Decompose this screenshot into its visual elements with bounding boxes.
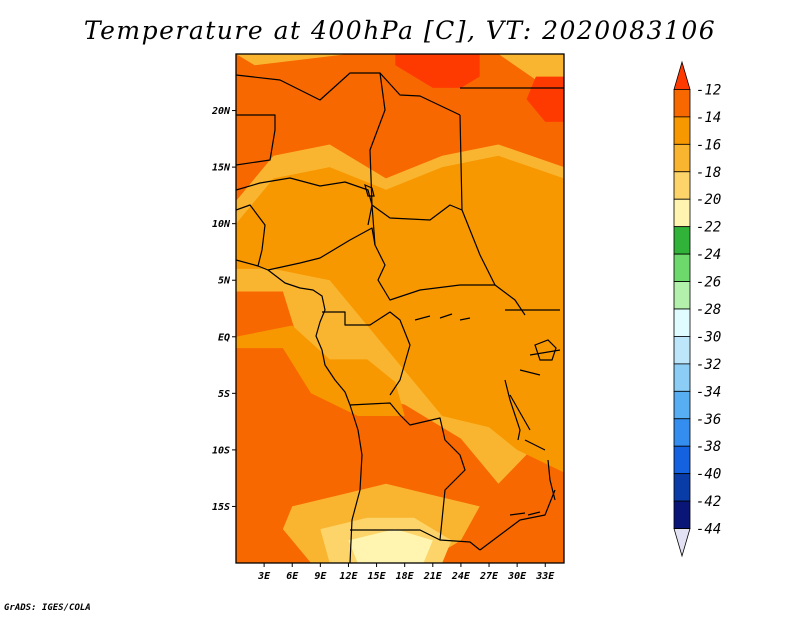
x-tick-label: 15E xyxy=(368,571,387,582)
colorbar-segment xyxy=(673,116,691,145)
border-west-sahel xyxy=(236,114,276,166)
colorbar-segment xyxy=(673,308,691,337)
colorbar-label: -32 xyxy=(696,357,721,373)
colorbar-label: -22 xyxy=(696,220,721,236)
border-cameroon xyxy=(267,227,376,271)
y-tick-label: 10S xyxy=(212,445,230,456)
x-tick-label: 30E xyxy=(507,571,527,582)
lake-victoria xyxy=(534,339,557,361)
x-tick-label: 24E xyxy=(451,571,471,582)
border-nigeria-niger xyxy=(236,204,266,267)
colorbar-segment xyxy=(673,198,691,228)
colorbar-label: -18 xyxy=(696,165,721,181)
colorbar-label: -26 xyxy=(696,275,721,291)
colorbar-segment xyxy=(673,445,691,475)
colorbar-label: -16 xyxy=(696,137,721,153)
colorbar-top-triangle xyxy=(673,60,691,90)
border-gabon xyxy=(322,311,411,396)
colorbar-label: -38 xyxy=(696,439,721,455)
lake-malawi xyxy=(547,459,556,501)
y-tick-label: 10N xyxy=(212,219,231,230)
colorbar-label: -28 xyxy=(696,302,721,318)
border-north xyxy=(236,72,461,116)
y-tick-label: 15N xyxy=(212,163,231,174)
colorbar-label: -42 xyxy=(696,494,721,510)
grads-credit: GrADS: IGES/COLA xyxy=(4,603,91,613)
colorbar-segment xyxy=(673,473,691,502)
country-borders xyxy=(236,72,564,563)
y-axis: 20N 15N 10N 5N EQ 5S 10S 15S xyxy=(211,106,236,513)
x-tick-label: 21E xyxy=(423,571,443,582)
field-region-3 xyxy=(236,325,405,416)
colorbar-label: -12 xyxy=(696,82,721,98)
coastline xyxy=(236,259,363,563)
field-region-8 xyxy=(395,54,480,88)
x-tick-label: 18E xyxy=(396,571,415,582)
lake-tanganyika xyxy=(504,379,521,441)
x-tick-label: 12E xyxy=(339,571,358,582)
colorbar-segment xyxy=(673,171,691,200)
field-region-2 xyxy=(236,155,564,473)
colorbar-segment xyxy=(673,281,691,310)
colorbar-segment xyxy=(673,500,691,529)
field-region-1 xyxy=(236,291,564,563)
zambezi-marks xyxy=(509,511,541,516)
temperature-field xyxy=(236,54,564,563)
x-tick-label: 27E xyxy=(479,571,499,582)
water-bodies xyxy=(364,183,557,516)
chart-title: Temperature at 400hPa [C], VT: 202008310… xyxy=(83,16,717,45)
colorbar-segment xyxy=(673,89,691,118)
colorbar-label: -24 xyxy=(696,247,721,263)
field-region-7 xyxy=(301,438,340,484)
colorbar-segment xyxy=(673,390,691,420)
x-tick-label: 33E xyxy=(535,571,555,582)
colorbar-label: -20 xyxy=(696,192,721,208)
y-tick-label: 15S xyxy=(212,502,230,513)
colorbar-segment xyxy=(673,363,691,392)
x-tick-label: 6E xyxy=(286,571,299,582)
colorbar-segment xyxy=(673,336,691,365)
border-south xyxy=(479,489,556,551)
y-tick-label: EQ xyxy=(218,332,230,343)
border-congo-drc xyxy=(349,402,481,551)
y-tick-label: 5N xyxy=(218,276,231,287)
colorbar-label: -40 xyxy=(696,467,721,483)
colorbar-segment xyxy=(673,253,691,282)
field-region-6 xyxy=(348,529,433,563)
colorbar-label: -14 xyxy=(696,110,721,126)
x-tick-label: 9E xyxy=(314,571,327,582)
colorbar-bottom-triangle xyxy=(673,528,691,558)
colorbar-segment xyxy=(673,143,691,173)
colorbar-segment xyxy=(673,418,691,447)
congo-river-marks xyxy=(414,313,471,321)
colorbar-label: -36 xyxy=(696,412,721,428)
colorbar-label: -34 xyxy=(696,384,721,400)
colorbar-label: -30 xyxy=(696,329,721,345)
colorbar-label: -44 xyxy=(696,522,721,538)
border-chad xyxy=(369,72,463,221)
colorbar-segment xyxy=(673,226,691,255)
border-car xyxy=(371,204,495,301)
y-tick-label: 20N xyxy=(211,106,231,117)
field-region-0 xyxy=(236,54,564,201)
lake-chad xyxy=(364,183,375,197)
border-east-africa xyxy=(505,309,561,451)
border-angola-south xyxy=(350,529,441,541)
x-tick-label: 3E xyxy=(257,571,271,582)
x-axis: 3E 6E 9E 12E 15E 18E 21E 24E 27E 30E 33E xyxy=(257,563,555,582)
colorbar: -12 -14 -16 -18 -20 -22 -24 -26 -28 -30 -32 -34 -36 -… xyxy=(673,60,721,558)
plot-frame xyxy=(235,53,565,564)
y-tick-label: 5S xyxy=(218,389,230,400)
